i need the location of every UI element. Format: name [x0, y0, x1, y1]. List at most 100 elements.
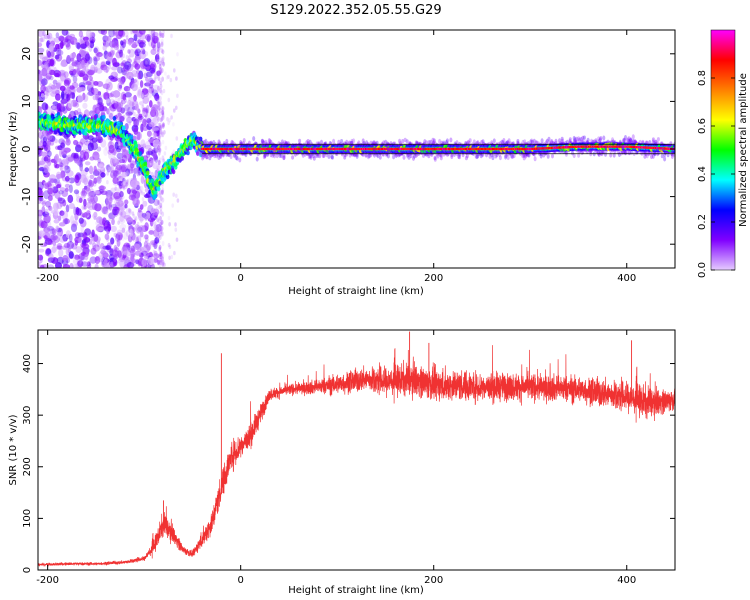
spectrogram-cell [123, 231, 129, 240]
spectrogram-cell [51, 85, 58, 95]
spectrogram-cell [134, 57, 141, 65]
spectrogram-cell [111, 218, 115, 226]
spectrogram-cell [586, 137, 590, 143]
spectrogram-cell [75, 42, 81, 49]
spectrogram-cell [144, 70, 147, 76]
spectrogram-cell [119, 223, 127, 230]
spectrogram-cell [117, 203, 120, 208]
spectrogram-cell [114, 97, 118, 102]
spectrogram-cell [87, 180, 95, 188]
spectrogram-cell [97, 91, 102, 96]
spectrogram-cell [70, 215, 75, 224]
spectrogram-cell [59, 85, 66, 92]
spectrogram-cell [127, 99, 132, 107]
spectrogram-cell [160, 67, 164, 74]
spectrogram-cell [108, 30, 115, 38]
spectrogram-cell [64, 175, 70, 182]
spectrogram-cell [103, 260, 110, 268]
spectrogram-cell [152, 132, 158, 137]
spectrogram-cell [121, 76, 125, 82]
spectrogram-cell [82, 231, 87, 240]
spectrogram-cell [122, 125, 126, 130]
spectrogram-cell [133, 47, 141, 52]
spectrogram-cell [133, 33, 138, 42]
spectrogram-cell [118, 159, 126, 164]
spectrogram-cell [95, 227, 104, 232]
spectrogram-cell [118, 116, 125, 122]
spectrogram-cell [130, 179, 138, 189]
spectrogram-cell [75, 60, 82, 65]
spectrogram-cell [144, 144, 152, 150]
spectrogram-cell [115, 232, 124, 241]
spectrogram-cell [141, 41, 144, 47]
spectrogram-cell [159, 66, 163, 72]
spectrogram-cell [156, 46, 160, 52]
spectrogram-cell [165, 75, 169, 80]
spectrogram-cell [157, 70, 160, 76]
spectrogram-cell [46, 58, 54, 67]
spectrogram-cell [120, 62, 125, 67]
spectrogram-cell [54, 262, 63, 268]
spectrogram-cell [108, 102, 113, 111]
spectrogram-cell [156, 58, 160, 65]
spectrogram-cell [115, 179, 119, 184]
spectrogram-cell [138, 101, 145, 106]
spectrogram-cell [159, 95, 162, 101]
spectrogram-cell [153, 241, 158, 250]
spectrogram-cell [47, 264, 55, 268]
spectrogram-cell [156, 234, 160, 240]
spectrogram-cell [156, 59, 160, 65]
spectrogram-cell [97, 97, 103, 106]
spectrogram-cell [134, 216, 138, 221]
spectrogram-cell [121, 236, 125, 241]
spectrogram-cell [110, 209, 114, 214]
spectrogram-cell [112, 215, 115, 220]
spectrogram-cell [84, 161, 91, 166]
spectrogram-cell [173, 250, 176, 256]
spectrogram-cell [158, 144, 161, 150]
spectrogram-cell [58, 148, 63, 157]
spectrogram-cell [138, 151, 143, 156]
spectrogram-cell [62, 199, 67, 207]
spectrogram-cell [492, 138, 496, 144]
spectrogram-cell [73, 110, 79, 116]
spectrogram-cell [125, 207, 133, 216]
spectrogram-cell [94, 203, 102, 212]
spectrogram-cell [89, 76, 93, 81]
spectrogram-cell [132, 189, 137, 196]
spectrogram-cell [157, 259, 161, 265]
spectrogram-cell [159, 257, 163, 263]
spectrogram-cell [103, 222, 108, 230]
spectrogram-cell [155, 165, 159, 170]
spectrogram-cell [93, 68, 98, 74]
spectrogram-cell [43, 164, 49, 174]
spectrogram-cell [122, 250, 129, 256]
spectrogram-cell [172, 149, 176, 154]
spectrogram-cell [56, 245, 63, 250]
spectrogram-cell [108, 144, 115, 154]
spectrogram-cell [125, 182, 128, 187]
spectrogram-cell [93, 168, 102, 177]
spectrogram-cell [142, 143, 147, 148]
spectrogram-cell [38, 211, 42, 217]
spectrogram-cell [49, 75, 54, 81]
spectrogram-cell [157, 160, 161, 166]
spectrogram-cell [252, 136, 256, 142]
spectrogram-cell [159, 196, 163, 202]
spectrogram-cell [140, 175, 145, 185]
spectrogram-cell [83, 151, 90, 161]
spectrogram-cell [59, 73, 67, 82]
spectrogram-cell [160, 105, 164, 111]
spectrogram-cell [38, 198, 41, 205]
spectrogram-cell [44, 154, 51, 164]
spectrogram-cell [124, 199, 129, 205]
spectrogram-cell [95, 221, 100, 226]
spectrogram-cell [175, 76, 178, 81]
spectrogram-cell [158, 204, 161, 210]
spectrogram-cell [57, 47, 62, 57]
spectrogram-cell [72, 220, 79, 227]
spectrogram-cell [113, 170, 119, 178]
spectrogram-cell [97, 132, 101, 138]
spectrogram-cell [154, 237, 160, 244]
spectrogram-cell [140, 190, 143, 196]
